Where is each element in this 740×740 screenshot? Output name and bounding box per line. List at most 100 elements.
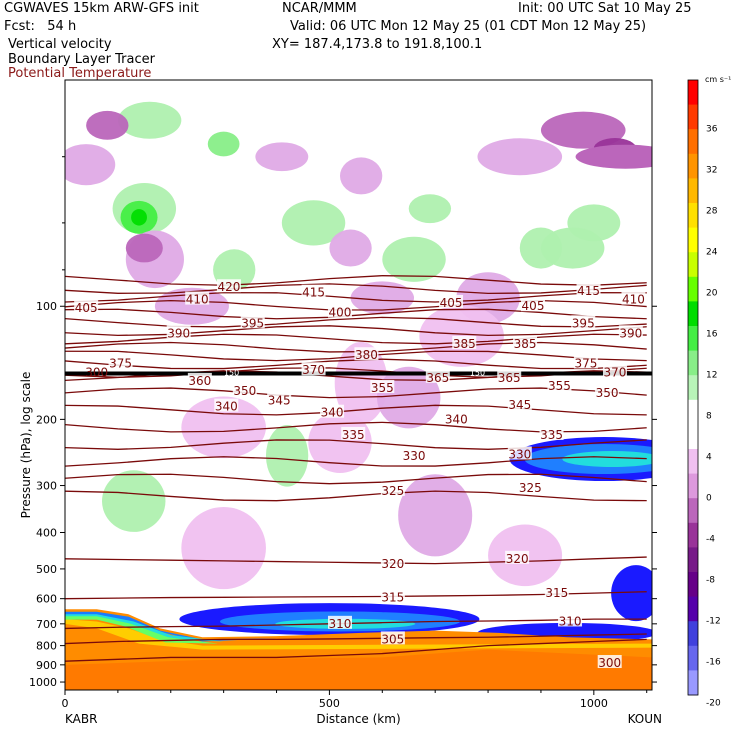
velocity-cell: [86, 110, 129, 140]
colorbar-swatch: [688, 498, 698, 524]
colorbar-swatch: [688, 670, 698, 696]
header-init: Init: 00 UTC Sat 10 May 25: [518, 1, 692, 16]
velocity-cell: [125, 233, 163, 263]
theta-label-bg: [320, 404, 345, 418]
theta-label-bg: [354, 347, 379, 361]
theta-label-365: 365: [426, 371, 449, 385]
theta-label-bg: [444, 411, 469, 425]
y-tick-label-500: 500: [36, 563, 57, 576]
theta-label-bg: [539, 426, 564, 440]
colorbar-swatch: [688, 449, 698, 475]
theta-310-line: [65, 618, 647, 630]
boundary-layer-edge: [65, 619, 652, 650]
theta-label-bg: [267, 392, 292, 406]
theta-label-300: 300: [598, 656, 621, 670]
colorbar-label: 0: [706, 493, 712, 503]
theta-385-line: [65, 333, 647, 345]
theta-label-bg: [425, 369, 450, 383]
colorbar-swatch: [688, 227, 698, 253]
colorbar-swatch: [688, 350, 698, 376]
velocity-cell: [477, 138, 563, 176]
theta-label-370: 370: [302, 363, 325, 377]
colorbar-swatch: [688, 276, 698, 302]
header-model: CGWAVES 15km ARW-GFS init: [4, 1, 199, 16]
x-axis-label: Distance (km): [316, 712, 400, 726]
theta-label-bg: [380, 631, 405, 645]
theta-label-bg: [380, 555, 405, 569]
theta-label-335: 335: [342, 428, 365, 442]
theta-label-320: 320: [381, 557, 404, 571]
colorbar-label: 28: [706, 206, 718, 216]
theta-420-line: [65, 275, 647, 286]
theta-label-bg: [166, 325, 191, 339]
theta-label-330: 330: [403, 449, 426, 463]
theta-label-330: 330: [508, 447, 531, 461]
theta-label-415: 415: [302, 286, 325, 300]
theta-label-315: 315: [381, 590, 404, 604]
header-valid: Valid: 06 UTC Mon 12 May 25 (01 CDT Mon …: [290, 19, 647, 34]
colorbar-swatch: [688, 375, 698, 401]
theta-label-420: 420: [217, 280, 240, 294]
x-tick-label-0: 0: [62, 697, 69, 710]
colorbar-label: -4: [706, 534, 715, 544]
theta-label-355: 355: [371, 381, 394, 395]
theta-label-bg: [301, 284, 326, 298]
theta-label-bg: [521, 298, 546, 312]
theta-label-350: 350: [233, 384, 256, 398]
velocity-cell: [255, 142, 309, 172]
velocity-cell: [339, 157, 383, 195]
colorbar-label: 16: [706, 329, 718, 339]
theta-label-bg: [497, 369, 522, 383]
theta-label-350: 350: [596, 386, 619, 400]
theta-label-bg: [505, 550, 530, 564]
theta-label-bg: [370, 379, 395, 393]
theta-label-345: 345: [508, 398, 531, 412]
y-tick-label-900: 900: [36, 659, 57, 672]
theta-label-bg: [558, 613, 583, 627]
theta-label-355: 355: [548, 379, 571, 393]
theta-label-bg: [576, 282, 601, 296]
theta-label-390: 390: [167, 326, 190, 340]
colorbar-swatch: [688, 424, 698, 450]
theta-390-line: [65, 325, 647, 337]
tracer-label-150: 150: [224, 368, 239, 377]
velocity-cell: [117, 101, 182, 139]
theta-410-line: [65, 291, 647, 303]
theta-label-340: 340: [321, 406, 344, 420]
colorbar-swatch: [688, 178, 698, 204]
theta-label-325: 325: [519, 481, 542, 495]
theta-label-bg: [595, 384, 620, 398]
theta-label-340: 340: [215, 400, 238, 414]
velocity-cell: [382, 236, 446, 282]
velocity-cell: [329, 229, 372, 267]
velocity-cell: [181, 506, 266, 590]
theta-label-bg: [513, 335, 538, 349]
y-tick-label-800: 800: [36, 640, 57, 653]
x-tick-label-500: 500: [319, 697, 340, 710]
theta-label-bg: [597, 655, 622, 669]
velocity-cell: [540, 111, 626, 149]
y-axis-label: Pressure (hPa), log scale: [19, 372, 33, 519]
y-tick-label-400: 400: [36, 526, 57, 539]
theta-label-bg: [301, 362, 326, 376]
theta-330-line: [65, 473, 647, 485]
colorbar-label: -20: [706, 698, 721, 708]
theta-label-370: 370: [604, 365, 627, 379]
colorbar-label: 36: [706, 124, 718, 134]
colorbar-swatch: [688, 129, 698, 155]
boundary-layer-edge: [65, 616, 219, 644]
right-endpoint-label: KOUN: [628, 712, 662, 726]
theta-label-410: 410: [186, 293, 209, 307]
theta-label-bg: [544, 585, 569, 599]
theta-label-405: 405: [75, 301, 98, 315]
theta-label-bg: [327, 615, 352, 629]
theta-label-300: 300: [85, 365, 108, 379]
colorbar-label: -8: [706, 575, 715, 585]
theta-label-410: 410: [622, 293, 645, 307]
colorbar: cm s⁻¹ 36 32 28 24 20 16 12 8 4 0 -4 -8 -12 -16 -20: [687, 75, 731, 708]
velocity-cell: [575, 144, 652, 169]
theta-label-bg: [240, 315, 265, 329]
theta-415-line: [65, 283, 647, 295]
theta-340-line: [65, 439, 647, 450]
